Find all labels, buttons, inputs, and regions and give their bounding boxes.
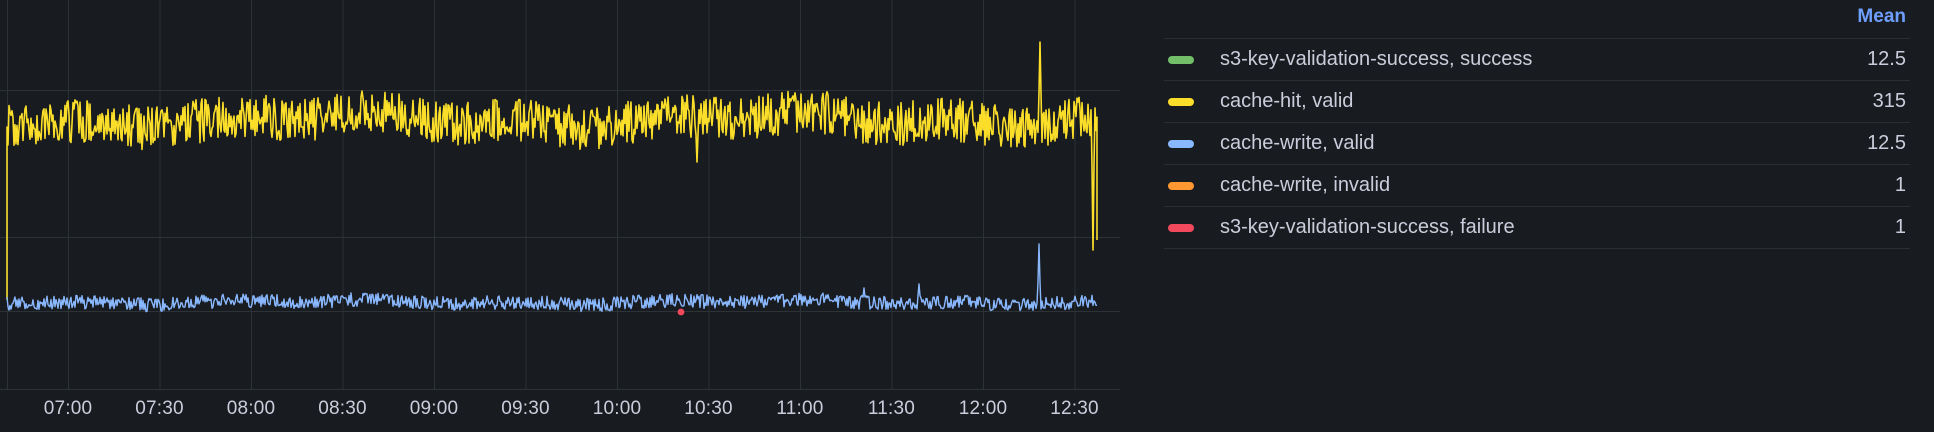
legend-series-label[interactable]: cache-hit, valid xyxy=(1216,80,1806,123)
x-axis-tick-label: 09:00 xyxy=(409,398,459,419)
series-line xyxy=(6,243,1097,313)
legend-row[interactable]: s3-key-validation-success, failure 1 xyxy=(1164,206,1910,249)
x-axis-tick-label: 12:00 xyxy=(958,398,1008,419)
legend-body: s3-key-validation-success, success 12.5 ca… xyxy=(1164,38,1910,249)
legend-header-row: Mean xyxy=(1164,0,1910,39)
color-swatch-icon xyxy=(1168,55,1194,64)
legend-series-mean-value: 12.5 xyxy=(1805,38,1910,81)
legend-header-mean[interactable]: Mean xyxy=(1857,6,1906,27)
legend-series-label[interactable]: cache-write, valid xyxy=(1216,122,1806,165)
x-axis-tick-label: 11:00 xyxy=(776,398,824,419)
series-line xyxy=(6,41,1098,300)
legend-row[interactable]: s3-key-validation-success, success 12.5 xyxy=(1164,38,1910,81)
x-axis: 07:00 07:30 08:00 08:30 09:00 09:30 10:00 10:30… xyxy=(0,390,1120,432)
legend-row[interactable]: cache-hit, valid 315 xyxy=(1164,80,1910,123)
legend-series-color-swatch[interactable] xyxy=(1164,122,1216,165)
legend-series-mean-value: 1 xyxy=(1805,206,1910,249)
legend-header-swatch xyxy=(1164,0,1216,39)
legend-series-color-swatch[interactable] xyxy=(1164,164,1216,207)
legend-series-color-swatch[interactable] xyxy=(1164,80,1216,123)
legend-series-label[interactable]: s3-key-validation-success, success xyxy=(1216,38,1806,81)
legend[interactable]: Mean s3-key-validation-success, success 1… xyxy=(1120,0,1934,432)
color-swatch-icon xyxy=(1168,181,1194,190)
x-axis-tick-label: 08:30 xyxy=(318,398,367,419)
x-axis-tick-label: 12:30 xyxy=(1050,398,1099,419)
plot-area[interactable]: 07:00 07:30 08:00 08:30 09:00 09:30 10:00 10:30… xyxy=(0,0,1120,432)
color-swatch-icon xyxy=(1168,97,1194,106)
x-axis-tick-label: 11:30 xyxy=(867,398,916,419)
legend-header-series xyxy=(1216,0,1806,39)
x-axis-tick-label: 07:00 xyxy=(43,398,93,419)
legend-series-mean-value: 1 xyxy=(1805,164,1910,207)
x-axis-tick-label: 10:30 xyxy=(684,398,733,419)
x-axis-tick-label: 10:00 xyxy=(592,398,642,419)
series-layer xyxy=(6,41,1098,316)
legend-series-label[interactable]: s3-key-validation-success, failure xyxy=(1216,206,1806,249)
x-axis-tick-label: 09:30 xyxy=(501,398,550,419)
color-swatch-icon xyxy=(1168,223,1194,232)
legend-row[interactable]: cache-write, valid 12.5 xyxy=(1164,122,1910,165)
legend-table: Mean s3-key-validation-success, success 1… xyxy=(1164,0,1910,249)
x-axis-tick-label: 08:00 xyxy=(226,398,276,419)
x-axis-tick-label: 07:30 xyxy=(135,398,184,419)
legend-series-mean-value: 12.5 xyxy=(1805,122,1910,165)
legend-row[interactable]: cache-write, invalid 1 xyxy=(1164,164,1910,207)
color-swatch-icon xyxy=(1168,139,1194,148)
gridlines xyxy=(0,0,1120,390)
series-data-point[interactable] xyxy=(677,308,685,316)
legend-series-color-swatch[interactable] xyxy=(1164,206,1216,249)
legend-series-label[interactable]: cache-write, invalid xyxy=(1216,164,1806,207)
chart-canvas[interactable] xyxy=(0,0,1120,390)
legend-series-color-swatch[interactable] xyxy=(1164,38,1216,81)
legend-series-mean-value: 315 xyxy=(1805,80,1910,123)
